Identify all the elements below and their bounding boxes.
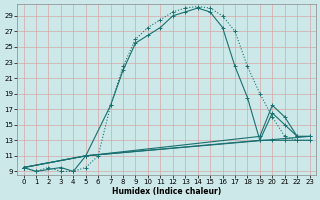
X-axis label: Humidex (Indice chaleur): Humidex (Indice chaleur) [112, 187, 221, 196]
